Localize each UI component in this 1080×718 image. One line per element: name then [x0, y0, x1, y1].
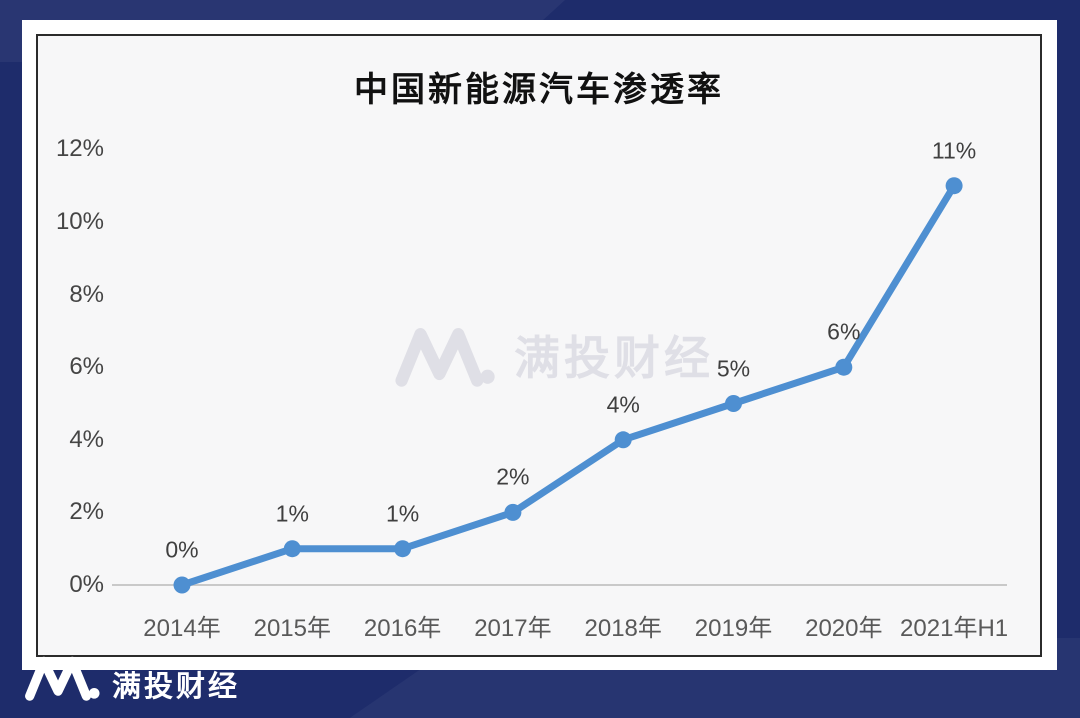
y-tick-label: 8%	[69, 280, 104, 308]
data-point-label: 5%	[716, 355, 751, 381]
plot-area: 中国新能源汽车渗透率 满投财经 0% 2% 4% 6% 8% 10% 12% 2014年 20…	[36, 34, 1042, 657]
x-tick-label: 2020年	[805, 615, 883, 642]
y-tick-label: 4%	[69, 425, 104, 453]
y-tick-label: 6%	[69, 353, 104, 381]
x-tick-label: 2021年H1	[900, 615, 1009, 642]
x-tick-label: 2016年	[363, 615, 442, 642]
y-tick-label: 12%	[55, 135, 104, 163]
chart-title: 中国新能源汽车渗透率	[354, 70, 724, 110]
data-point-label: 2%	[496, 463, 530, 490]
x-tick-label: 2015年	[253, 615, 331, 642]
data-point-marker	[173, 576, 191, 594]
data-point-label: 0%	[165, 536, 199, 563]
data-point-marker	[394, 540, 412, 558]
data-point-label: 6%	[827, 318, 861, 345]
y-tick-label: 10%	[55, 208, 104, 235]
x-tick-label: 2018年	[584, 615, 662, 642]
data-point-label: 4%	[606, 391, 640, 418]
x-tick-label: 2019年	[694, 615, 773, 642]
footer-m-logo-icon	[25, 656, 100, 701]
data-point-marker	[504, 503, 522, 521]
line-chart-svg	[112, 177, 1007, 594]
data-point-marker	[614, 431, 632, 449]
chart-card: 中国新能源汽车渗透率 满投财经 0% 2% 4% 6% 8% 10% 12% 2014年 20…	[22, 20, 1057, 670]
footer-brand: 满投财经	[24, 646, 240, 708]
footer-brand-text: 满投财经	[112, 671, 241, 703]
x-tick-label: 2014年	[143, 615, 221, 642]
data-point-marker	[283, 540, 301, 558]
data-point-label: 11%	[931, 137, 977, 164]
data-point-label: 1%	[275, 500, 309, 527]
data-point-label: 1%	[385, 500, 420, 527]
data-point-marker	[835, 358, 853, 376]
trend-line	[178, 182, 958, 589]
data-point-marker	[725, 395, 742, 412]
data-point-marker	[945, 177, 963, 195]
y-tick-label: 0%	[69, 571, 104, 598]
y-tick-label: 2%	[69, 498, 104, 526]
x-tick-label: 2017年	[474, 615, 552, 642]
